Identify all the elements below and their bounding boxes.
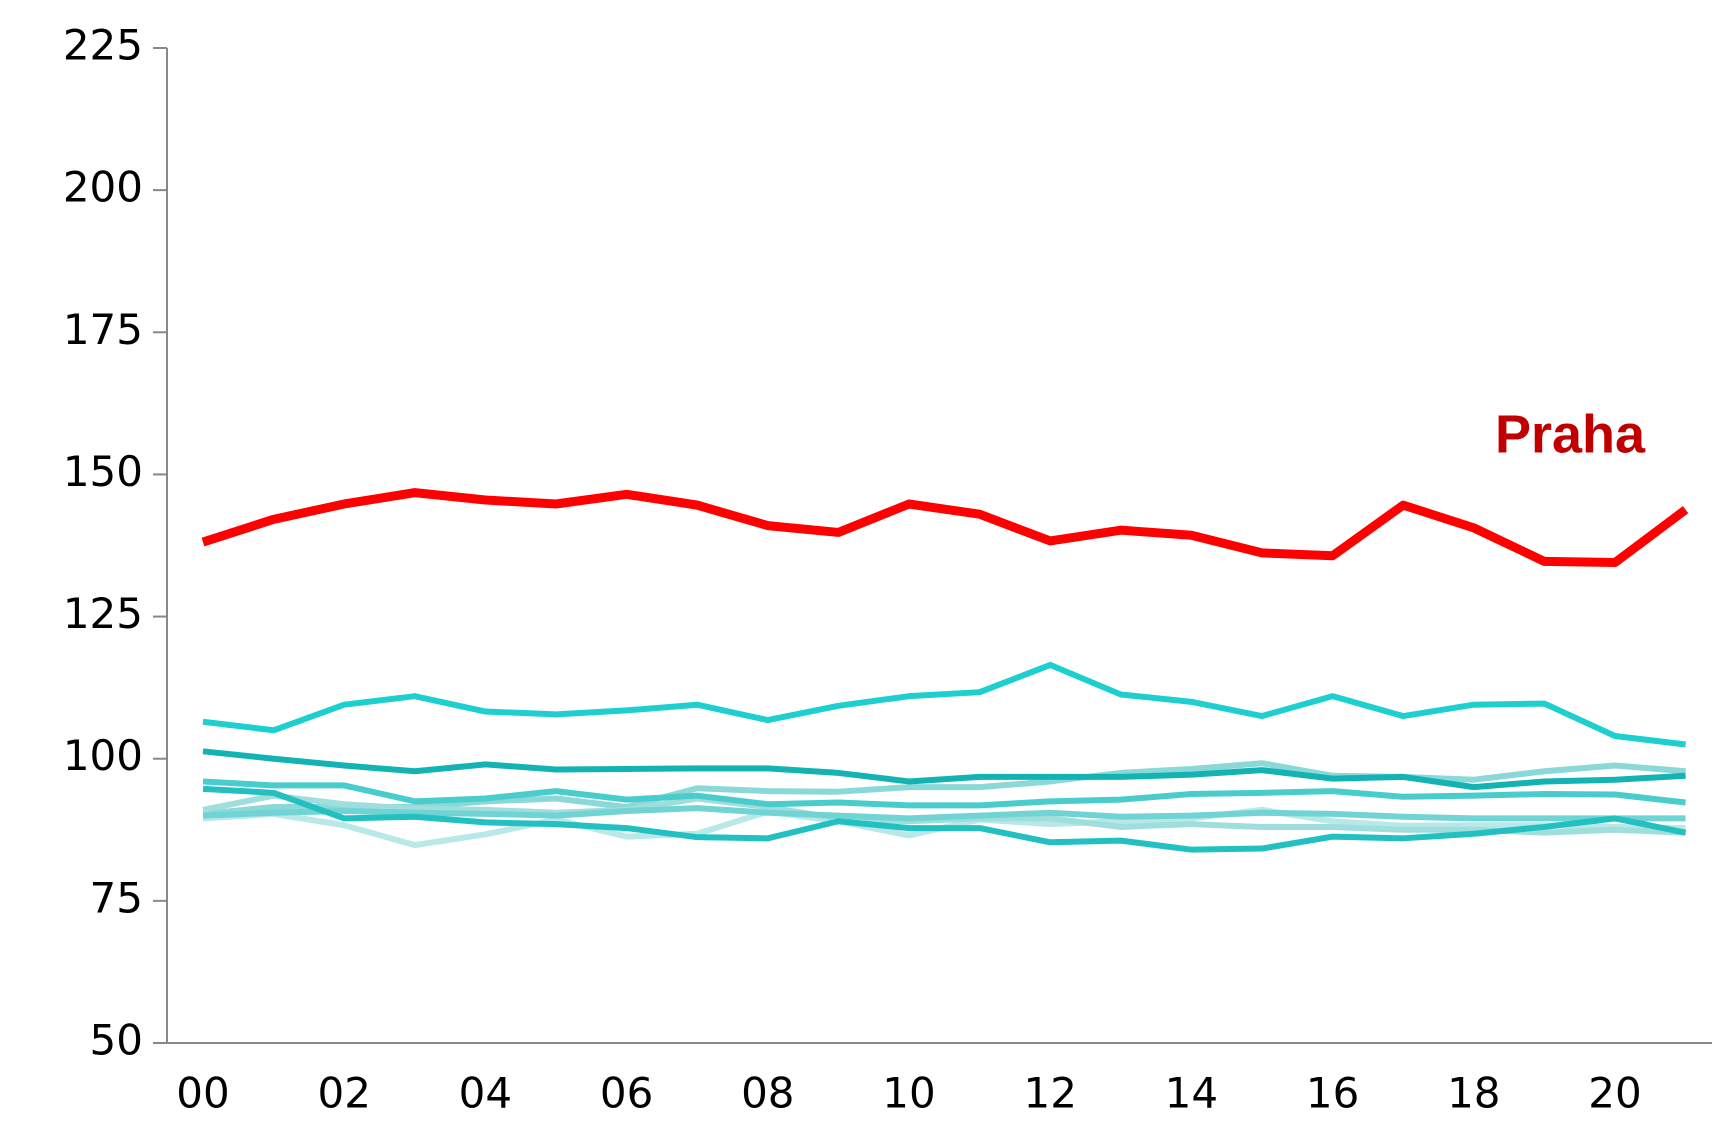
series-line xyxy=(201,488,1689,568)
x-tick-label: 16 xyxy=(1306,1069,1359,1118)
series-line xyxy=(202,748,1686,791)
y-tick-label: 125 xyxy=(63,589,143,638)
x-tick-label: 04 xyxy=(459,1069,512,1118)
y-tick-label: 200 xyxy=(63,163,143,212)
x-tick-label: 18 xyxy=(1447,1069,1500,1118)
x-tick-label: 10 xyxy=(882,1069,935,1118)
x-tick-label: 20 xyxy=(1588,1069,1641,1118)
series-line xyxy=(202,805,1686,822)
y-tick-label: 150 xyxy=(63,447,143,496)
y-tick-label: 175 xyxy=(63,305,143,354)
x-tick-label: 08 xyxy=(741,1069,794,1118)
series-line xyxy=(202,785,1687,853)
x-tick-label: 00 xyxy=(176,1069,229,1118)
y-tick-label: 225 xyxy=(63,21,143,70)
x-tick-label: 02 xyxy=(317,1069,370,1118)
y-tick-label: 100 xyxy=(63,731,143,780)
y-tick-label: 75 xyxy=(90,873,143,922)
x-tick-label: 14 xyxy=(1165,1069,1218,1118)
series-line xyxy=(202,778,1686,809)
x-tick-label: 12 xyxy=(1023,1069,1076,1118)
y-tick-label: 50 xyxy=(90,1016,143,1065)
series-line xyxy=(202,760,1686,817)
series-line xyxy=(202,661,1686,748)
series-label: Praha xyxy=(1495,404,1646,464)
x-tick-label: 06 xyxy=(600,1069,653,1118)
